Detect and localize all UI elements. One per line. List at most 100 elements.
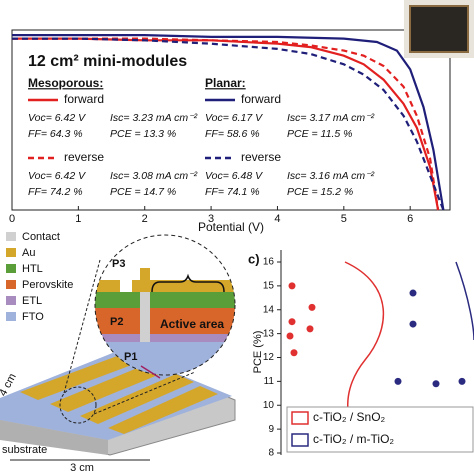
group-title: Mesoporous: xyxy=(28,76,103,90)
length-label: 3 cm xyxy=(70,462,94,474)
point xyxy=(394,377,402,385)
parameter: Isc= 3.23 mA cm⁻² xyxy=(110,112,198,124)
parameter: FF= 74.2 % xyxy=(28,186,83,198)
legend-label: forward xyxy=(241,92,281,106)
y-axis-label: PCE (%) xyxy=(252,331,264,374)
legend-label: ETL xyxy=(22,295,42,307)
swatch xyxy=(6,280,16,289)
panel-label: c) xyxy=(248,251,260,266)
photo-module xyxy=(409,5,469,53)
legend-label: c-TiO₂ / SnO₂ xyxy=(313,410,386,424)
jv-curve xyxy=(12,37,445,211)
p3-gap xyxy=(120,280,132,292)
zoom-line xyxy=(93,371,196,415)
y-tick-label: 12 xyxy=(263,352,275,363)
htl-layer xyxy=(95,292,235,308)
x-tick-label: 5 xyxy=(341,213,347,225)
x-tick-label: 3 xyxy=(208,213,214,225)
legend-label: forward xyxy=(64,92,104,106)
legend-label: c-TiO₂ / m-TiO₂ xyxy=(313,432,394,446)
legend-label: Contact xyxy=(22,231,60,243)
point xyxy=(306,325,314,333)
parameter: PCE = 14.7 % xyxy=(110,186,176,198)
parameter: FF= 64.3 % xyxy=(28,128,83,140)
x-tick-label: 2 xyxy=(142,213,148,225)
point xyxy=(308,303,316,311)
parameter: FF= 58.6 % xyxy=(205,128,260,140)
zoom-line xyxy=(63,259,101,394)
legend-label: reverse xyxy=(64,150,104,164)
stripe xyxy=(108,386,218,434)
substrate-label: substrate xyxy=(2,444,47,456)
perovskite-layer xyxy=(95,308,235,334)
x-tick-label: 4 xyxy=(274,213,280,225)
p3-label: P3 xyxy=(112,258,125,270)
etl-layer xyxy=(95,334,235,342)
y-tick-label: 13 xyxy=(263,328,275,339)
group-title: Planar: xyxy=(205,76,246,90)
y-tick-label: 14 xyxy=(263,304,275,315)
y-tick-label: 8 xyxy=(268,448,274,459)
p2-label: P2 xyxy=(110,316,123,328)
parameter: PCE = 13.3 % xyxy=(110,128,176,140)
title: 12 cm² mini-modules xyxy=(28,53,187,70)
schematic xyxy=(0,232,236,456)
arrow xyxy=(140,365,161,379)
x-tick-label: 1 xyxy=(75,213,81,225)
point xyxy=(288,282,296,290)
x-tick-label: 0 xyxy=(9,213,15,225)
side xyxy=(0,420,108,455)
active-area-label: Active area xyxy=(160,317,224,331)
legend-label: FTO xyxy=(22,311,44,323)
parameter: Voc= 6.42 V xyxy=(28,112,86,124)
stripe xyxy=(20,352,145,400)
legend-label: HTL xyxy=(22,263,43,275)
parameter: Voc= 6.48 V xyxy=(205,170,263,182)
parameter: Isc= 3.17 mA cm⁻² xyxy=(287,112,375,124)
swatch xyxy=(6,312,16,321)
p2-fill xyxy=(140,292,150,342)
parameter: Isc= 3.16 mA cm⁻² xyxy=(287,170,375,182)
parameter: FF= 74.1 % xyxy=(205,186,260,198)
plot-frame xyxy=(11,29,451,211)
legend-label: Au xyxy=(22,247,35,259)
point xyxy=(290,349,298,357)
magnifier xyxy=(94,234,236,376)
parameter: PCE = 11.5 % xyxy=(287,128,352,140)
y-tick-label: 10 xyxy=(263,400,275,411)
point xyxy=(432,380,440,388)
legend xyxy=(286,406,474,453)
stripe xyxy=(50,362,170,412)
legend-label: Perovskite xyxy=(22,279,73,291)
distribution-curve xyxy=(344,261,385,426)
swatch xyxy=(6,296,16,305)
swatch xyxy=(6,232,16,241)
legend-swatch xyxy=(291,411,309,425)
parameter: Voc= 6.42 V xyxy=(28,170,86,182)
point xyxy=(409,289,417,297)
swatch xyxy=(6,248,16,257)
parameter: Isc= 3.08 mA cm⁻² xyxy=(110,170,198,182)
point xyxy=(409,320,417,328)
p1-label: P1 xyxy=(124,351,137,363)
parameter: PCE = 15.2 % xyxy=(287,186,353,198)
jv-curve xyxy=(12,37,440,211)
stripe xyxy=(80,374,194,424)
y-tick-label: 9 xyxy=(268,424,274,435)
point xyxy=(286,332,294,340)
brace xyxy=(151,273,225,293)
x-tick-label: 6 xyxy=(407,213,413,225)
parameter: Voc= 6.17 V xyxy=(205,112,263,124)
distribution-curve xyxy=(455,261,474,341)
x-axis-label: Potential (V) xyxy=(198,220,264,234)
jv-curve xyxy=(12,34,445,211)
zoom-spot xyxy=(59,386,97,424)
point xyxy=(458,377,466,385)
point xyxy=(288,318,296,326)
legend-swatch xyxy=(291,433,309,447)
swatch xyxy=(6,264,16,273)
legend-label: reverse xyxy=(241,150,281,164)
y-tick-label: 16 xyxy=(263,257,275,268)
y-tick-label: 11 xyxy=(264,376,275,387)
